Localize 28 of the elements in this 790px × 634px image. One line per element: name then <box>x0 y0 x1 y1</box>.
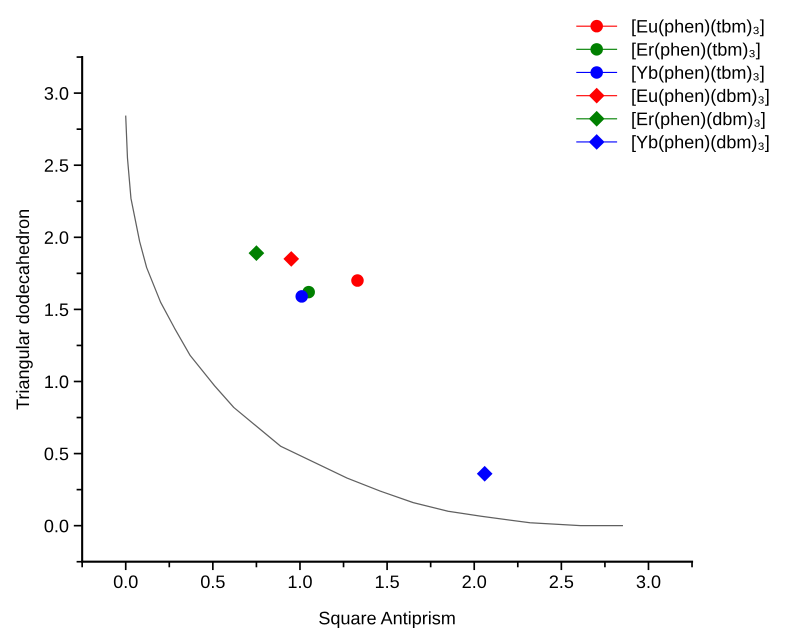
y-tick-label: 2.0 <box>44 231 68 244</box>
point <box>351 274 364 287</box>
y-tick-label: 2.5 <box>44 159 68 172</box>
x-tick-label: 2.5 <box>550 575 574 588</box>
point <box>284 251 299 266</box>
y-tick-label: 1.5 <box>45 304 68 316</box>
y-tick-label: 3.0 <box>44 87 68 100</box>
legend-label: [Yb(phen)(tbm)₃] <box>632 66 764 83</box>
y-tick-label: 1.0 <box>45 375 68 388</box>
legend-label: [Eu(phen)(tbm)₃] <box>632 19 764 36</box>
point <box>248 246 264 261</box>
legend-label: [Yb(phen)(dbm)₃] <box>632 135 769 152</box>
point <box>477 466 492 482</box>
x-tick-label: 2.0 <box>462 575 486 588</box>
legend-label: [Er(phen)(tbm)₃] <box>632 42 760 60</box>
x-tick-label: 3.0 <box>636 575 660 588</box>
legend-label: [Er(phen)(dbm)₃] <box>632 112 764 129</box>
x-tick-label: 1.0 <box>288 575 312 588</box>
x-tick-label: 1.5 <box>376 576 399 588</box>
y-axis-title: Triangular dodecahedron <box>16 210 33 410</box>
x-tick-label: 0.0 <box>114 575 138 588</box>
y-tick-label: 0.0 <box>44 520 68 532</box>
point <box>295 290 308 303</box>
x-axis-title: Square Antiprism <box>319 611 455 628</box>
legend-label: [Eu(phen)(dbm)₃] <box>632 88 769 106</box>
y-tick-label: 0.5 <box>44 448 68 460</box>
x-tick-label: 0.5 <box>201 575 225 588</box>
line-series <box>125 116 623 526</box>
